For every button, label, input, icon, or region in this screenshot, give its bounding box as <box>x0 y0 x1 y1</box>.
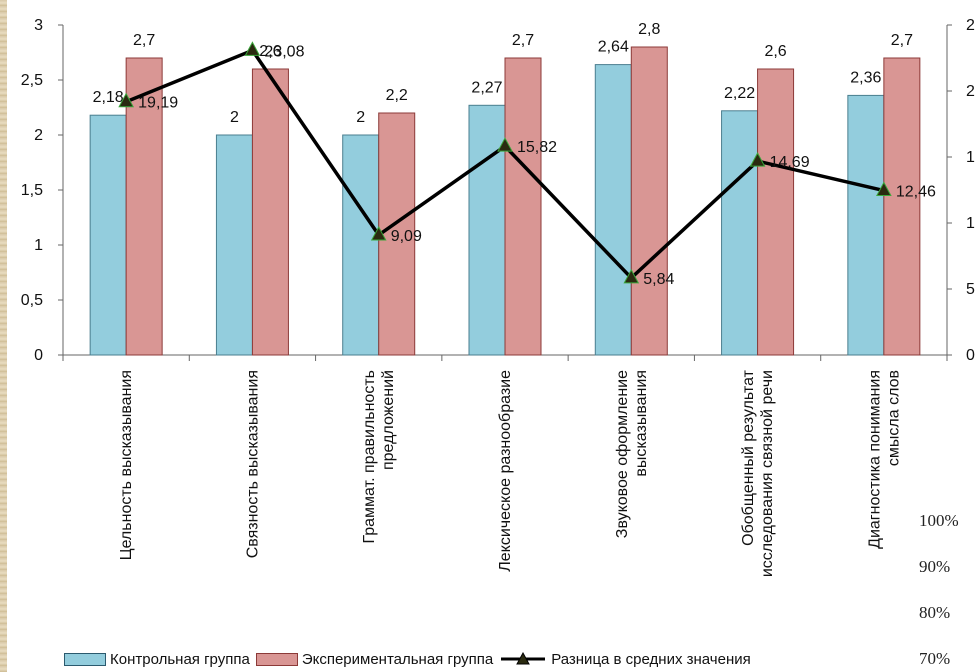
bar-label-control: 2,27 <box>471 79 502 96</box>
bar-experimental <box>125 57 163 356</box>
bar-control <box>89 114 127 356</box>
bar-label-control: 2,64 <box>598 39 629 56</box>
difference-label: 9,09 <box>391 228 422 245</box>
bar-label-control: 2,18 <box>93 89 124 106</box>
left-axis-tick-label: 0,5 <box>21 292 43 309</box>
difference-marker <box>370 225 387 241</box>
difference-marker <box>118 92 134 108</box>
bar-control <box>594 64 632 356</box>
left-axis-tick-label: 1 <box>34 237 43 254</box>
left-axis-tick-label: 3 <box>34 17 43 34</box>
bar-control <box>468 104 506 356</box>
bar-control <box>342 134 380 356</box>
bar-label-control: 2 <box>356 109 365 126</box>
legend-label-experimental: Экспериментальная группа <box>301 650 494 668</box>
difference-marker <box>497 137 513 152</box>
right-axis-tick-label: 1 <box>966 215 975 232</box>
legend-swatch-experimental <box>255 652 298 666</box>
bar-label-experimental: 2,6 <box>764 43 786 60</box>
chart-legend: Контрольная группа Экспериментальная гру… <box>64 648 757 670</box>
category-label: Диагностика понимания <box>866 370 883 549</box>
bar-label-control: 2,22 <box>724 85 755 102</box>
difference-marker <box>623 268 640 284</box>
bar-control <box>215 134 253 356</box>
bar-control <box>847 94 885 356</box>
left-axis-tick-label: 2 <box>34 127 43 144</box>
legend-label-control: Контрольная группа <box>110 650 250 668</box>
left-axis-tick-label: 2,5 <box>21 72 43 89</box>
difference-label: 14,69 <box>770 154 810 171</box>
category-label: высказывания <box>633 370 650 477</box>
difference-label: 5,84 <box>643 271 674 288</box>
right-axis-tick-label: 2 <box>966 83 975 100</box>
category-label: предложений <box>380 370 397 470</box>
difference-marker <box>749 152 766 167</box>
legend-item-experimental: Экспериментальная группа <box>255 650 494 668</box>
legend-item-difference: Разница в средних значения <box>499 651 751 668</box>
bar-experimental <box>251 68 289 356</box>
category-label: Связность высказывания <box>244 370 261 558</box>
side-percent-label-80: 80% <box>919 603 951 622</box>
legend-line-marker-icon <box>501 652 546 665</box>
right-axis-tick-label: 1 <box>966 149 975 166</box>
bar-label-experimental: 2,6 <box>259 43 281 60</box>
category-label: Лексическое разнообразие <box>497 370 514 572</box>
side-percent-label-70: 70% <box>919 649 951 668</box>
left-axis-tick-label: 0 <box>34 347 43 364</box>
bar-control <box>721 110 759 356</box>
side-percent-label-90: 90% <box>919 557 951 576</box>
category-label: Звуковое оформление <box>614 370 631 538</box>
category-label: смысла слов <box>885 370 902 466</box>
right-axis-tick-label: 2 <box>966 17 975 34</box>
right-axis-tick-label: 5 <box>966 281 975 298</box>
category-label: исследования связной речи <box>759 370 776 577</box>
bar-experimental <box>504 57 542 356</box>
bar-label-experimental: 2,7 <box>512 32 534 49</box>
bar-label-experimental: 2,2 <box>386 87 408 104</box>
bar-label-control: 2 <box>230 109 239 126</box>
category-label: Граммат. правильность <box>361 370 378 544</box>
bar-label-experimental: 2,7 <box>133 32 155 49</box>
bar-label-experimental: 2,7 <box>891 32 913 49</box>
difference-label: 19,19 <box>138 95 178 112</box>
bar-label-experimental: 2,8 <box>638 21 660 38</box>
category-label: Цельность высказывания <box>118 370 135 560</box>
bar-experimental <box>630 46 668 356</box>
category-label: Обобщенный результат <box>740 369 757 545</box>
bar-label-control: 2,36 <box>850 69 881 86</box>
side-percent-label-100: 100% <box>919 511 959 530</box>
legend-item-control: Контрольная группа <box>64 651 250 668</box>
difference-marker <box>244 41 261 56</box>
legend-label-difference: Разница в средних значения <box>551 650 751 668</box>
right-axis-tick-label: 0 <box>966 347 975 364</box>
legend-swatch-control <box>64 652 106 666</box>
difference-label: 15,82 <box>517 139 557 156</box>
difference-label: 23,08 <box>264 43 304 60</box>
left-axis-tick-label: 1,5 <box>21 182 43 199</box>
difference-label: 12,46 <box>896 184 936 201</box>
left-decorative-stripe <box>0 0 7 672</box>
difference-marker <box>876 181 892 197</box>
bar-experimental <box>757 68 795 356</box>
bar-experimental <box>883 57 921 356</box>
